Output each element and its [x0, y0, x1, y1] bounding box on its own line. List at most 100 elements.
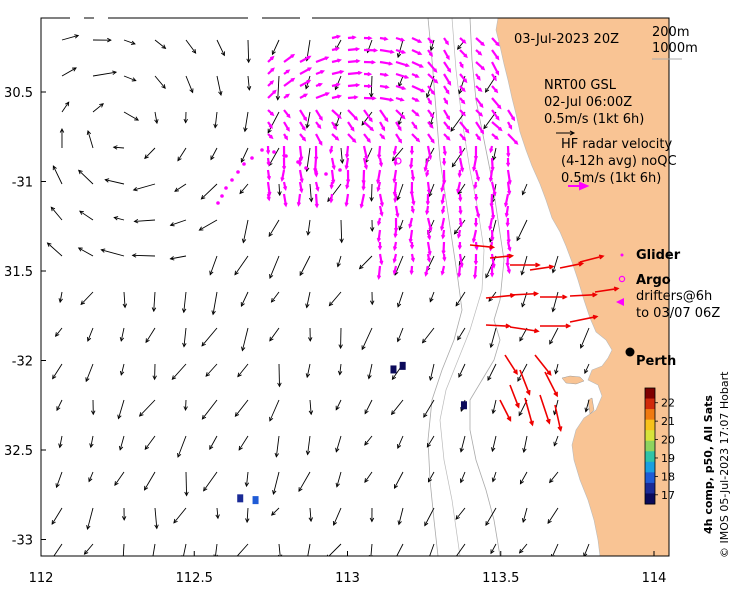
- current-vector: [371, 183, 373, 201]
- current-vector-head: [296, 201, 301, 207]
- current-vector-head: [243, 127, 248, 133]
- current-vector: [84, 543, 94, 555]
- current-vector: [212, 291, 218, 315]
- current-vector-head: [318, 82, 323, 87]
- current-vector: [398, 111, 404, 125]
- current-vector: [239, 183, 249, 194]
- current-vector-head: [428, 226, 433, 232]
- current-vector: [123, 111, 139, 121]
- current-vector: [78, 247, 94, 257]
- island-garden: [587, 397, 595, 415]
- current-vector-head: [445, 90, 450, 95]
- current-vector-head: [181, 308, 187, 314]
- current-vector-head: [303, 116, 308, 122]
- y-tick-label: -32: [12, 355, 33, 370]
- colorbar-segment: [645, 398, 655, 410]
- current-vector: [450, 111, 466, 132]
- current-vector-head: [122, 303, 128, 309]
- current-vector: [271, 507, 280, 516]
- current-vector-head: [246, 58, 251, 64]
- current-vector-head: [112, 145, 118, 150]
- current-vector: [396, 543, 404, 556]
- current-vector-head: [376, 220, 382, 227]
- current-vector-head: [522, 448, 527, 453]
- current-vector: [247, 39, 250, 63]
- current-vector: [154, 75, 166, 89]
- current-vector-head: [473, 184, 478, 190]
- current-vector-head: [307, 67, 313, 72]
- current-vector: [133, 183, 156, 191]
- current-vector-head: [409, 164, 414, 170]
- current-vector: [59, 435, 63, 448]
- current-vector: [397, 291, 404, 307]
- current-vector-head: [267, 191, 272, 197]
- current-vector-head: [514, 140, 519, 145]
- current-vector: [539, 394, 551, 424]
- current-vector-head: [270, 511, 276, 516]
- current-vector-head: [308, 197, 314, 203]
- current-vector-head: [476, 76, 481, 81]
- argo-legend-label: Argo: [636, 273, 671, 288]
- current-vector: [585, 399, 590, 412]
- current-vector: [241, 327, 249, 351]
- current-vector-head: [240, 158, 245, 163]
- glider-track: [216, 148, 342, 205]
- current-vector-head: [305, 373, 311, 379]
- perth-marker: [625, 347, 635, 357]
- current-vector: [214, 111, 218, 128]
- current-vector-head: [55, 483, 60, 489]
- current-vector: [499, 399, 512, 421]
- current-vector-head: [355, 59, 361, 64]
- current-vector-head: [209, 270, 214, 276]
- current-vector-head: [113, 216, 119, 221]
- current-vector-head: [392, 270, 397, 276]
- current-vector: [61, 35, 79, 41]
- current-vector-head: [317, 124, 322, 130]
- current-vector-head: [484, 87, 490, 93]
- current-vector-head: [65, 101, 70, 107]
- current-vector-head: [520, 270, 525, 276]
- current-vector-head: [485, 273, 490, 279]
- current-vector-head: [463, 53, 468, 59]
- current-vector-head: [383, 36, 389, 41]
- current-vector-head: [283, 185, 288, 191]
- current-vector: [364, 471, 373, 483]
- current-vector: [309, 399, 312, 415]
- current-vector-head: [369, 92, 374, 98]
- current-vector-head: [442, 160, 447, 166]
- current-vector-head: [184, 491, 189, 497]
- current-vector: [584, 363, 590, 374]
- current-vector-head: [377, 154, 382, 160]
- current-vector: [455, 543, 466, 556]
- current-vector: [307, 435, 311, 455]
- current-vector-head: [239, 189, 244, 195]
- current-vector: [85, 363, 94, 382]
- gsl-time: 02-Jul 06:00Z: [544, 95, 632, 110]
- current-vector-head: [396, 195, 401, 201]
- current-vector-head: [112, 70, 118, 75]
- current-vector: [59, 291, 63, 303]
- current-vector-head: [338, 344, 343, 350]
- current-vector-head: [440, 187, 445, 193]
- current-vector: [120, 363, 125, 375]
- current-vector-head: [396, 302, 402, 308]
- current-vector: [201, 183, 218, 200]
- current-vector-head: [118, 445, 124, 451]
- current-vector: [361, 327, 373, 350]
- glider-point: [338, 168, 342, 172]
- current-vector: [119, 435, 125, 450]
- current-vector-head: [533, 291, 540, 297]
- current-vector: [370, 543, 373, 556]
- current-vector-head: [525, 390, 531, 396]
- current-vector-head: [459, 478, 465, 484]
- current-vector: [549, 327, 559, 345]
- current-vector-head: [584, 407, 589, 413]
- current-vector-head: [364, 478, 369, 483]
- current-vector-head: [334, 136, 340, 141]
- current-vector-head: [421, 338, 427, 344]
- current-vector-head: [353, 116, 359, 121]
- current-vector-head: [480, 41, 485, 47]
- hf-scale: 0.5m/s (1kt 6h): [561, 171, 661, 186]
- current-vector-head: [131, 77, 137, 82]
- current-vector-head: [426, 188, 432, 195]
